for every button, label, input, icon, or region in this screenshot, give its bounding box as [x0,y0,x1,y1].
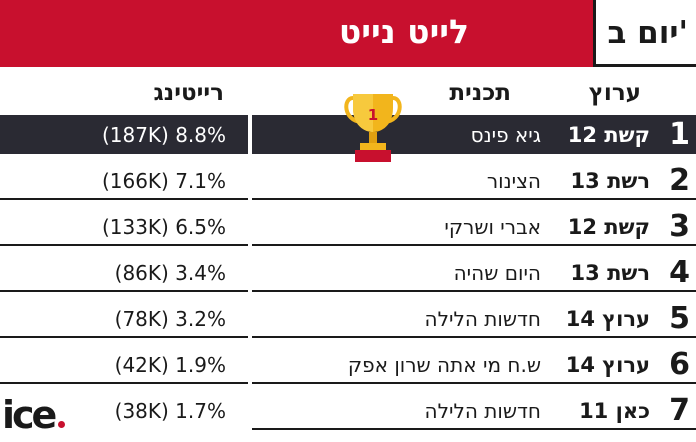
rating-value: (42K) 1.9% [114,353,226,377]
header: לייט נייט יום ב' [0,0,696,67]
show-cell: ש.ח מי אתה שרון אפק [252,345,553,384]
show-cell: הצינור [252,161,553,200]
table-row: 6 ערוץ 14 ש.ח מי אתה שרון אפק (42K) 1.9% [0,345,696,386]
column-header-channel: ערוץ [588,80,641,106]
table-row: 2 רשת 13 הצינור (166K) 7.1% [0,161,696,202]
day-box: יום ב' [593,0,696,67]
rank-number: 4 [669,255,690,290]
rating-value: (38K) 1.7% [114,399,226,423]
channel-name: רשת 13 [570,169,650,193]
rank-number: 6 [669,347,690,382]
rank-number: 2 [669,163,690,198]
rating-cell: (42K) 1.9% [0,345,248,384]
show-name: היום שהיה [453,261,541,285]
rating-cell: (187K) 8.8% [0,115,248,154]
day-label: יום ב' [607,15,688,51]
rank-cell: 7 [660,391,696,430]
table-row: 5 ערוץ 14 חדשות הלילה (78K) 3.2% [0,299,696,340]
rating-value: (133K) 6.5% [101,215,226,239]
show-cell: אברי ושרקי [252,207,553,246]
table-row: 1 קשת 12 גיא פינס (187K) 8.8% [0,115,696,156]
rating-cell: (166K) 7.1% [0,161,248,200]
rating-cell: (78K) 3.2% [0,299,248,338]
trophy-rank: 1 [368,106,378,124]
rating-cell: (38K) 1.7% [0,391,248,430]
ice-logo: ice [2,392,66,438]
show-cell: חדשות הלילה [252,299,553,338]
rank-cell: 2 [660,161,696,200]
rank-cell: 5 [660,299,696,338]
channel-name: ערוץ 14 [565,307,650,331]
logo-text: ice [2,393,57,437]
rank-cell: 1 [660,115,696,154]
show-cell: היום שהיה [252,253,553,292]
rank-cell: 3 [660,207,696,246]
rating-value: (86K) 3.4% [114,261,226,285]
rank-number: 1 [669,117,690,152]
title-banner: לייט נייט [0,0,593,67]
column-header-rating: רייטינג [153,80,224,106]
rating-value: (187K) 8.8% [101,123,226,147]
rating-cell: (86K) 3.4% [0,253,248,292]
rating-value: (78K) 3.2% [114,307,226,331]
rating-cell: (133K) 6.5% [0,207,248,246]
column-header-show: תכנית [449,80,511,106]
channel-cell: קשת 12 [553,115,660,154]
channel-name: רשת 13 [570,261,650,285]
show-name: אברי ושרקי [444,215,541,239]
show-cell: חדשות הלילה [252,391,553,430]
rank-cell: 6 [660,345,696,384]
show-name: הצינור [486,169,541,193]
rank-number: 7 [669,393,690,428]
channel-cell: קשת 12 [553,207,660,246]
page-title: לייט נייט [338,12,469,51]
channel-cell: ערוץ 14 [553,299,660,338]
channel-cell: ערוץ 14 [553,345,660,384]
channel-name: כאן 11 [579,399,650,423]
trophy-icon: 1 [344,94,402,162]
rank-number: 5 [669,301,690,336]
channel-name: ערוץ 14 [565,353,650,377]
channel-cell: רשת 13 [553,161,660,200]
table-row: 3 קשת 12 אברי ושרקי (133K) 6.5% [0,207,696,248]
show-name: חדשות הלילה [424,399,541,423]
channel-name: קשת 12 [567,215,650,239]
channel-name: קשת 12 [567,123,650,147]
rating-value: (166K) 7.1% [101,169,226,193]
show-name: גיא פינס [470,123,541,147]
rank-cell: 4 [660,253,696,292]
table-row: 4 רשת 13 היום שהיה (86K) 3.4% [0,253,696,294]
show-cell: גיא פינס [252,115,553,154]
rank-number: 3 [669,209,690,244]
channel-cell: כאן 11 [553,391,660,430]
channel-cell: רשת 13 [553,253,660,292]
table-row: 7 כאן 11 חדשות הלילה (38K) 1.7% [0,391,696,432]
logo-dot [58,421,66,428]
show-name: ש.ח מי אתה שרון אפק [347,353,541,377]
show-name: חדשות הלילה [424,307,541,331]
